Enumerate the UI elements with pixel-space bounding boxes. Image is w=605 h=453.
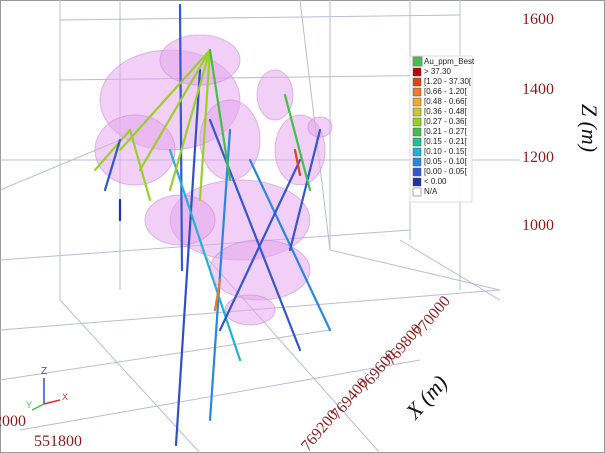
legend-icon <box>412 56 423 67</box>
legend-label: [0.15 - 0.21[ <box>424 137 467 146</box>
legend: Au_ppm_Best > 37.30[1.20 - 37.30[[0.66 -… <box>409 55 475 203</box>
y-tick-label: 552000 <box>0 413 26 430</box>
legend-swatch <box>412 157 422 167</box>
legend-label: > 37.30 <box>424 67 451 76</box>
z-tick-label: 1400 <box>522 81 554 98</box>
legend-label: [0.21 - 0.27[ <box>424 127 467 136</box>
legend-title: Au_ppm_Best <box>424 57 475 66</box>
legend-swatch <box>412 137 422 147</box>
ore-shells <box>94 34 333 326</box>
drillholes <box>93 3 332 447</box>
triad-x: X <box>62 392 68 402</box>
legend-swatch <box>412 77 422 87</box>
legend-swatch <box>412 177 422 187</box>
legend-swatch <box>412 187 422 197</box>
triad-z: Z <box>41 366 47 377</box>
legend-label: [0.00 - 0.05[ <box>424 167 467 176</box>
z-tick-label: 1600 <box>522 11 554 28</box>
legend-label: [0.36 - 0.48[ <box>424 107 467 116</box>
z-tick-label: 1200 <box>522 149 554 166</box>
legend-label: [0.48 - 0.66[ <box>424 97 467 106</box>
triad-y: Y <box>26 400 32 410</box>
legend-swatch <box>412 107 422 117</box>
y-tick-label: 551800 <box>34 433 82 450</box>
legend-swatch <box>412 127 422 137</box>
orientation-triad: Z Y X <box>26 366 68 411</box>
legend-label: [0.27 - 0.36[ <box>424 117 467 126</box>
legend-swatch <box>412 87 422 97</box>
legend-swatch <box>412 67 422 77</box>
legend-label: [0.10 - 0.15[ <box>424 147 467 156</box>
z-tick-label: 1000 <box>522 217 554 234</box>
legend-swatch <box>412 97 422 107</box>
legend-swatch <box>412 167 422 177</box>
legend-label: [0.66 - 1.20[ <box>424 87 467 96</box>
legend-label: < 0.00 <box>424 177 447 186</box>
legend-label: N/A <box>424 187 438 196</box>
legend-label: [0.05 - 0.10[ <box>424 157 467 166</box>
legend-swatch <box>412 117 422 127</box>
z-axis-label: Z (m) <box>577 104 602 152</box>
legend-swatch <box>412 147 422 157</box>
legend-label: [1.20 - 37.30[ <box>424 77 472 86</box>
